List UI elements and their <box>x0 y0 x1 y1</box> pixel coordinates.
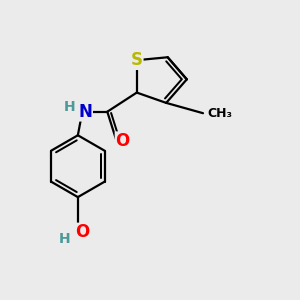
Text: H: H <box>59 232 70 246</box>
Text: O: O <box>116 132 130 150</box>
Text: H: H <box>64 100 76 114</box>
Text: O: O <box>75 224 89 242</box>
Text: S: S <box>131 51 143 69</box>
Text: CH₃: CH₃ <box>207 107 232 120</box>
Text: N: N <box>78 103 92 121</box>
